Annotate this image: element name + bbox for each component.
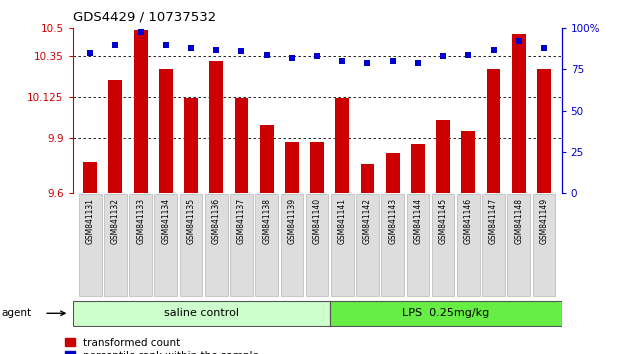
Bar xyxy=(159,69,173,193)
Text: GSM841141: GSM841141 xyxy=(338,198,347,244)
Text: GSM841140: GSM841140 xyxy=(312,198,322,244)
Text: GSM841131: GSM841131 xyxy=(86,198,95,244)
Bar xyxy=(461,131,475,193)
Text: GSM841134: GSM841134 xyxy=(162,198,170,244)
Bar xyxy=(260,125,274,193)
FancyBboxPatch shape xyxy=(381,194,404,296)
Text: GSM841132: GSM841132 xyxy=(111,198,120,244)
Text: GSM841145: GSM841145 xyxy=(439,198,447,244)
Legend: transformed count, percentile rank within the sample: transformed count, percentile rank withi… xyxy=(65,338,259,354)
FancyBboxPatch shape xyxy=(256,194,278,296)
Text: LPS  0.25mg/kg: LPS 0.25mg/kg xyxy=(402,308,490,318)
Bar xyxy=(83,162,97,193)
Point xyxy=(85,50,95,56)
FancyBboxPatch shape xyxy=(507,194,530,296)
Text: GSM841142: GSM841142 xyxy=(363,198,372,244)
Point xyxy=(262,52,272,57)
Bar xyxy=(411,143,425,193)
Point xyxy=(387,58,398,64)
Text: GSM841138: GSM841138 xyxy=(262,198,271,244)
FancyBboxPatch shape xyxy=(155,194,177,296)
Text: GSM841147: GSM841147 xyxy=(489,198,498,244)
FancyBboxPatch shape xyxy=(205,194,228,296)
Bar xyxy=(310,142,324,193)
Bar xyxy=(386,153,399,193)
Text: GSM841136: GSM841136 xyxy=(212,198,221,244)
Text: GSM841144: GSM841144 xyxy=(413,198,422,244)
Text: GSM841133: GSM841133 xyxy=(136,198,145,244)
Point xyxy=(514,39,524,44)
Bar xyxy=(134,30,148,193)
Bar xyxy=(184,98,198,193)
FancyBboxPatch shape xyxy=(406,194,429,296)
FancyBboxPatch shape xyxy=(330,301,562,326)
FancyBboxPatch shape xyxy=(230,194,253,296)
FancyBboxPatch shape xyxy=(281,194,304,296)
Bar xyxy=(537,69,551,193)
Bar xyxy=(436,120,450,193)
Text: GSM841146: GSM841146 xyxy=(464,198,473,244)
Point xyxy=(237,48,247,54)
Point xyxy=(312,53,322,59)
FancyBboxPatch shape xyxy=(432,194,454,296)
FancyBboxPatch shape xyxy=(356,194,379,296)
FancyBboxPatch shape xyxy=(129,194,152,296)
Point xyxy=(438,53,448,59)
Text: GSM841143: GSM841143 xyxy=(388,198,397,244)
Bar xyxy=(209,61,223,193)
Text: GSM841149: GSM841149 xyxy=(540,198,548,244)
Point xyxy=(337,58,347,64)
Point xyxy=(287,55,297,61)
Point xyxy=(110,42,121,48)
FancyBboxPatch shape xyxy=(533,194,555,296)
Text: GSM841139: GSM841139 xyxy=(287,198,297,244)
Point xyxy=(136,29,146,34)
FancyBboxPatch shape xyxy=(79,194,102,296)
Text: GSM841135: GSM841135 xyxy=(187,198,196,244)
Bar xyxy=(360,164,374,193)
FancyBboxPatch shape xyxy=(331,194,353,296)
FancyBboxPatch shape xyxy=(306,194,328,296)
Bar xyxy=(487,69,500,193)
Text: agent: agent xyxy=(1,308,32,318)
Point xyxy=(362,60,372,66)
Bar xyxy=(335,98,349,193)
Point xyxy=(463,52,473,57)
FancyBboxPatch shape xyxy=(457,194,480,296)
Point xyxy=(413,60,423,66)
Point xyxy=(161,42,171,48)
FancyBboxPatch shape xyxy=(482,194,505,296)
Bar xyxy=(109,80,122,193)
FancyBboxPatch shape xyxy=(104,194,127,296)
Point xyxy=(539,45,549,51)
FancyBboxPatch shape xyxy=(180,194,203,296)
Text: GSM841148: GSM841148 xyxy=(514,198,523,244)
Text: GDS4429 / 10737532: GDS4429 / 10737532 xyxy=(73,11,216,24)
Text: saline control: saline control xyxy=(164,308,239,318)
Text: GSM841137: GSM841137 xyxy=(237,198,246,244)
Bar xyxy=(235,98,249,193)
Point xyxy=(186,45,196,51)
Bar xyxy=(285,142,299,193)
Point xyxy=(488,47,498,52)
FancyBboxPatch shape xyxy=(73,301,330,326)
Bar xyxy=(512,34,526,193)
Point xyxy=(211,47,221,52)
